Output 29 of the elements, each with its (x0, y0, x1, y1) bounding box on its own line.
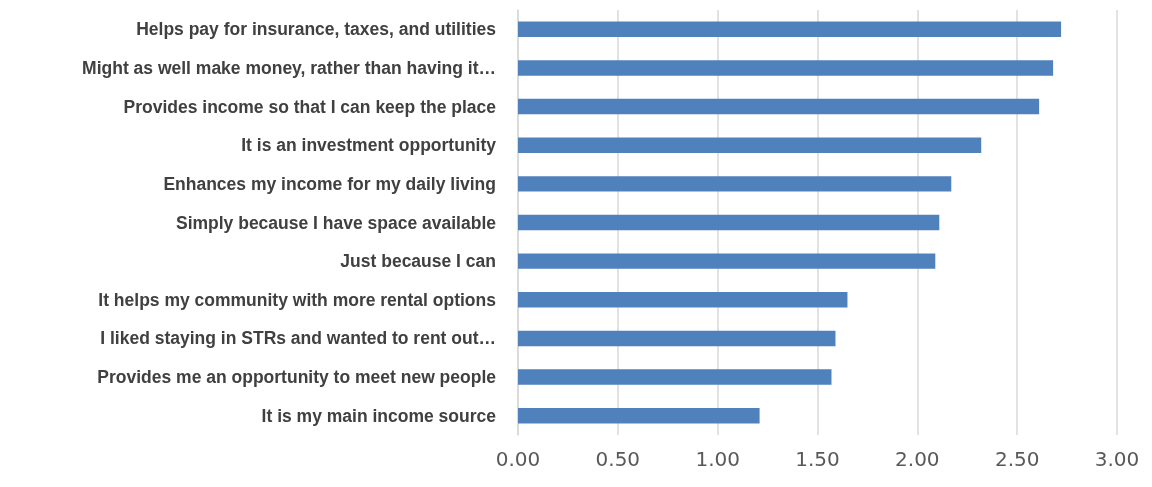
x-tick-label: 0.50 (595, 447, 641, 471)
y-tick-label: Provides me an opportunity to meet new people (97, 367, 497, 388)
bar (518, 253, 936, 269)
bar (518, 137, 982, 153)
x-tick-label: 1.00 (695, 447, 740, 471)
bar (518, 292, 848, 308)
bar (518, 369, 832, 385)
y-tick-label: Might as well make money, rather than having it… (82, 57, 496, 78)
y-tick-label: It is my main income source (261, 405, 497, 426)
bar (518, 21, 1062, 38)
y-tick-label: I liked staying in STRs and wanted to rent out… (100, 328, 496, 349)
y-tick-label: Helps pay for insurance, taxes, and utilities (136, 19, 497, 40)
bar (518, 407, 760, 424)
bar (518, 176, 952, 192)
y-tick-label: Simply because I have space available (175, 212, 497, 233)
x-tick-label: 2.00 (895, 447, 940, 471)
y-tick-label: It is an investment opportunity (241, 135, 497, 156)
bar (518, 98, 1040, 115)
bar (518, 214, 940, 231)
x-tick-label: 1.50 (795, 447, 840, 471)
bar (518, 60, 1054, 76)
y-tick-label: Provides income so that I can keep the place (123, 96, 497, 117)
y-tick-label: Just because I can (340, 251, 496, 272)
x-tick-label: 2.50 (994, 447, 1040, 471)
bar (518, 330, 836, 347)
x-tick-label: 3.00 (1094, 447, 1140, 471)
y-tick-label: It helps my community with more rental options (98, 289, 497, 310)
y-tick-label: Enhances my income for my daily living (163, 173, 496, 194)
x-tick-label: 0.00 (495, 447, 541, 471)
